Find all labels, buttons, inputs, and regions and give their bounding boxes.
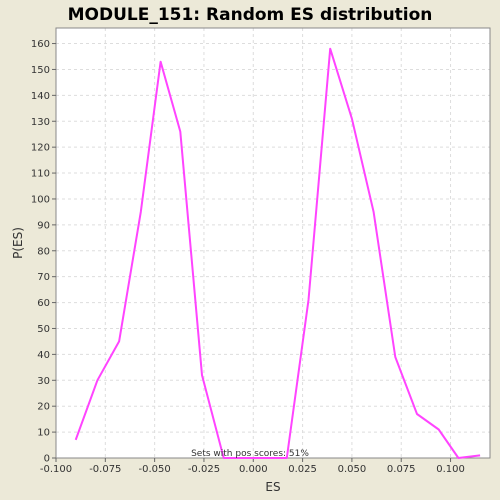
x-tick-label: -0.075 xyxy=(89,464,121,475)
y-tick-label: 120 xyxy=(31,143,50,154)
y-tick-label: 10 xyxy=(37,428,50,439)
y-axis-label: P(ES) xyxy=(11,227,25,259)
x-tick-label: 0.025 xyxy=(288,464,317,475)
y-tick-label: 130 xyxy=(31,117,50,128)
y-tick-label: 150 xyxy=(31,65,50,76)
y-tick-label: 20 xyxy=(37,402,50,413)
y-tick-label: 90 xyxy=(37,220,50,231)
y-tick-label: 40 xyxy=(37,350,50,361)
annotation-text: Sets with pos scores: 51% xyxy=(191,449,309,459)
y-tick-label: 60 xyxy=(37,298,50,309)
x-tick-label: -0.100 xyxy=(40,464,72,475)
y-tick-label: 80 xyxy=(37,246,50,257)
x-tick-label: -0.050 xyxy=(139,464,171,475)
y-tick-label: 160 xyxy=(31,39,50,50)
x-axis-label: ES xyxy=(265,480,280,494)
y-tick-label: 110 xyxy=(31,169,50,180)
plot-area xyxy=(56,28,490,458)
y-tick-label: 140 xyxy=(31,91,50,102)
y-tick-label: 30 xyxy=(37,376,50,387)
x-tick-label: 0.075 xyxy=(387,464,416,475)
y-tick-label: 50 xyxy=(37,324,50,335)
x-tick-label: -0.025 xyxy=(188,464,220,475)
chart-title: MODULE_151: Random ES distribution xyxy=(68,5,433,25)
y-tick-label: 0 xyxy=(44,454,50,465)
y-tick-label: 70 xyxy=(37,272,50,283)
x-tick-label: 0.000 xyxy=(239,464,268,475)
x-tick-label: 0.100 xyxy=(436,464,465,475)
x-tick-label: 0.050 xyxy=(338,464,367,475)
y-tick-label: 100 xyxy=(31,194,50,205)
series-line xyxy=(74,47,481,459)
